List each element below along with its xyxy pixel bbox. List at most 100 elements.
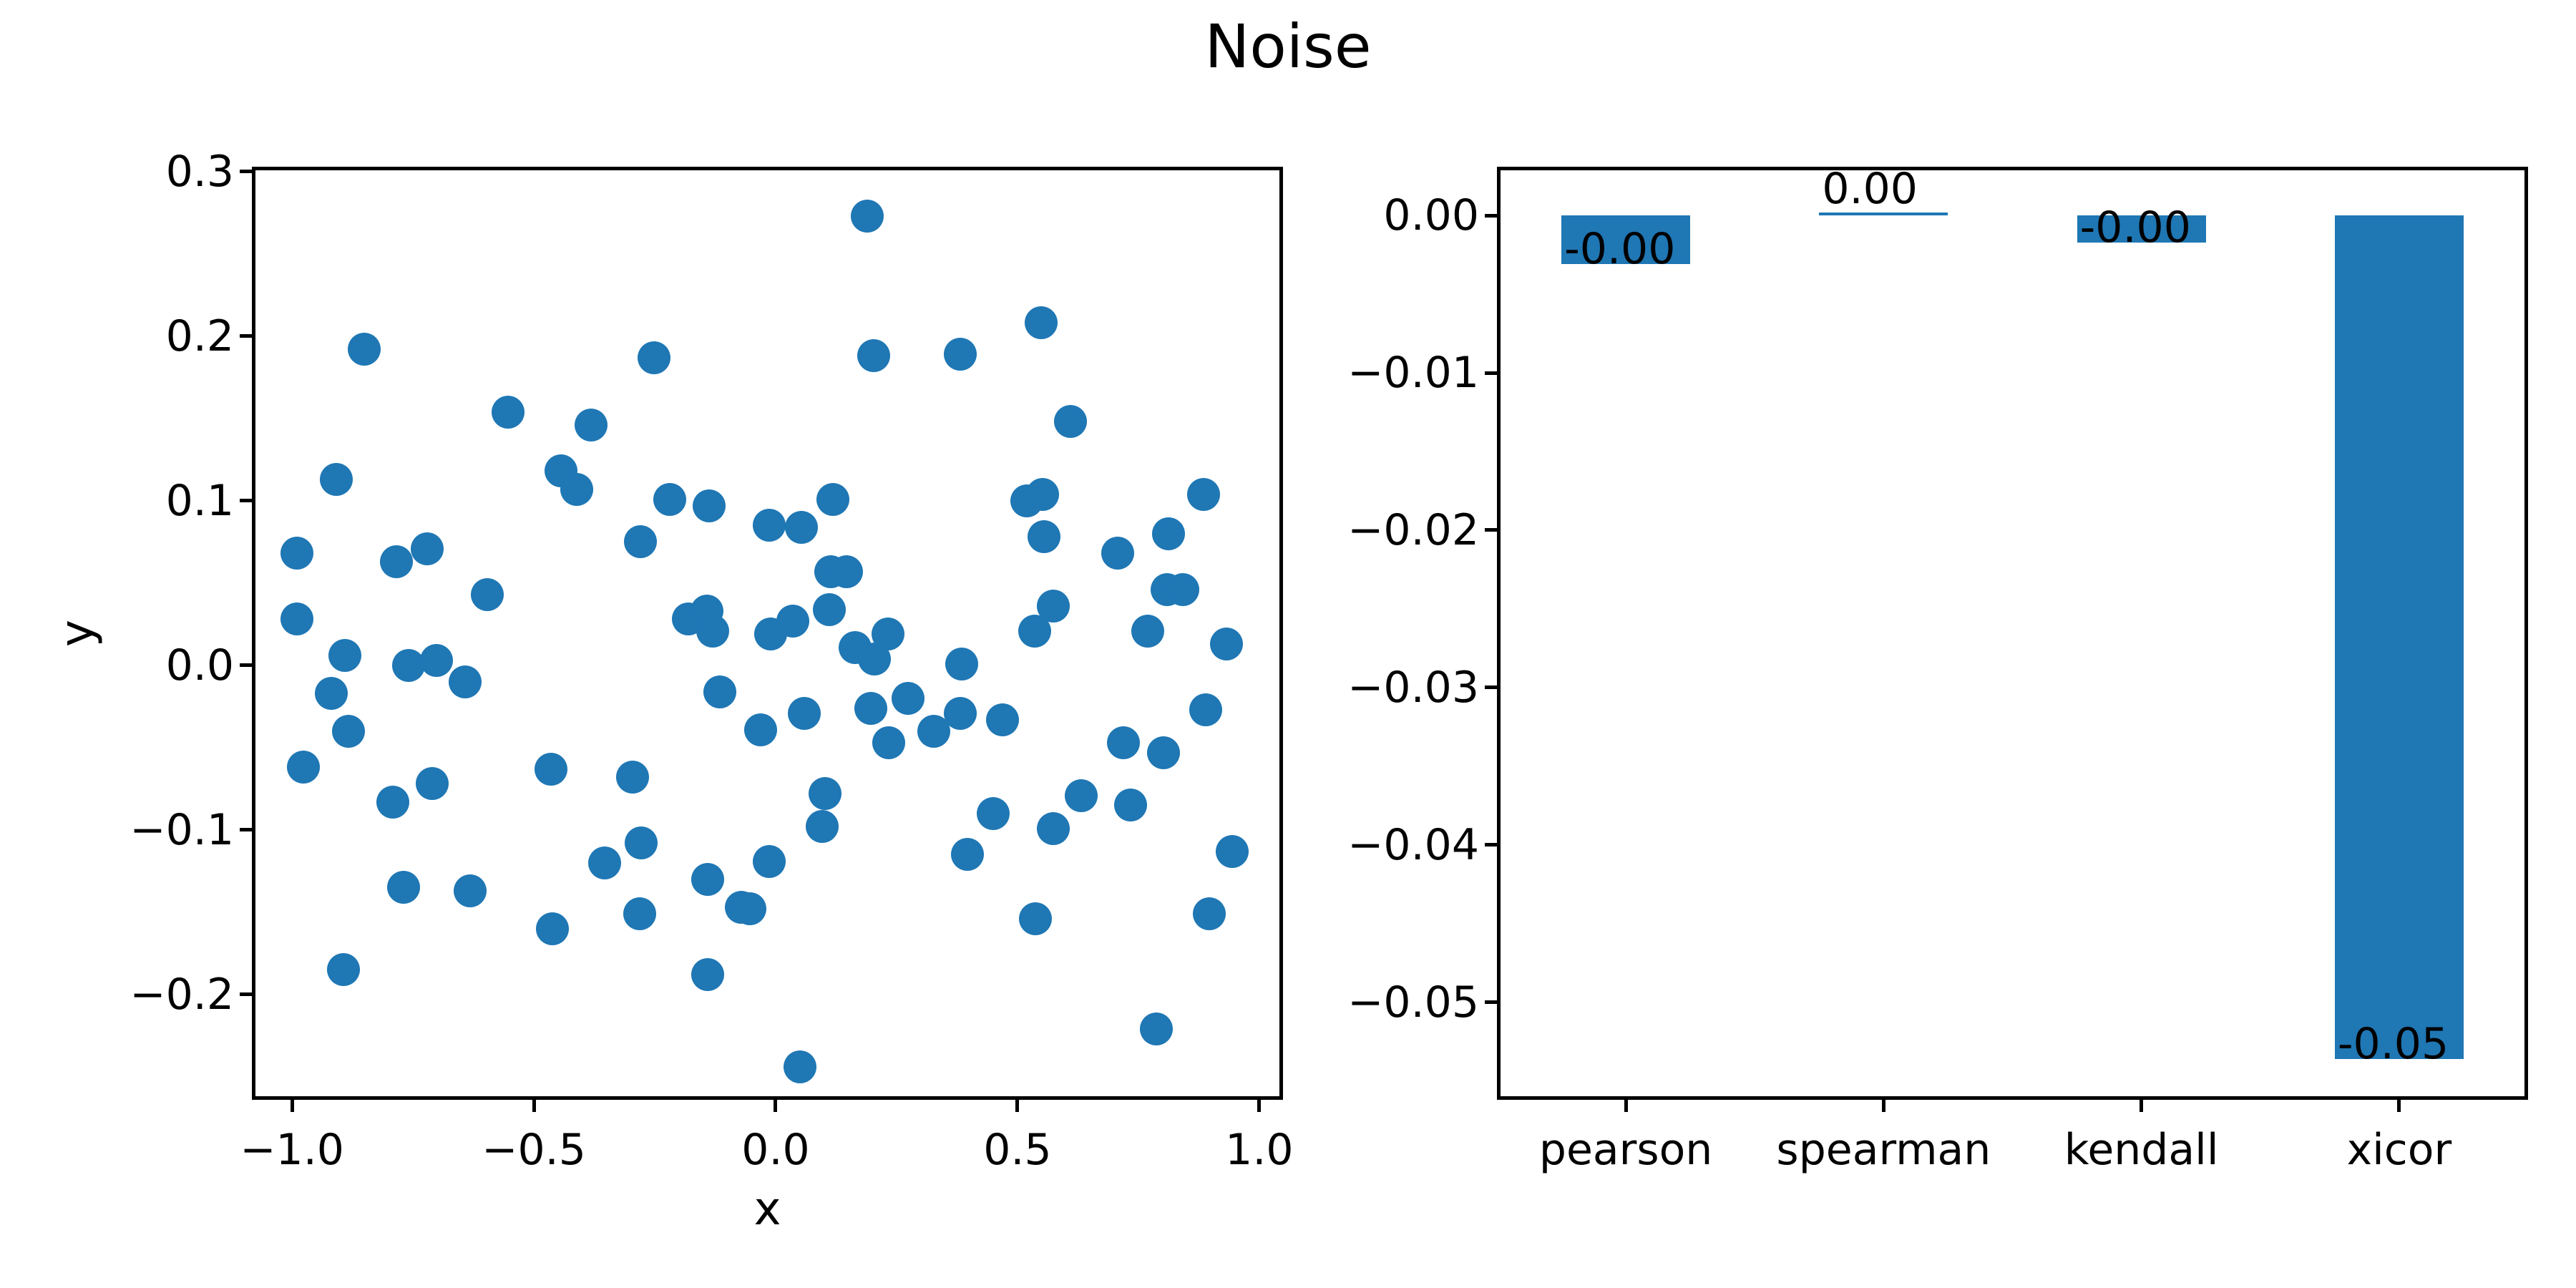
scatter-point <box>1010 484 1043 517</box>
scatter-point <box>314 676 348 710</box>
x-tick-label: 1.0 <box>1225 1125 1294 1175</box>
x-tick-mark <box>774 1100 778 1112</box>
y-tick-label: −0.01 <box>1347 348 1479 399</box>
scatter-point <box>787 696 821 730</box>
x-tick-mark <box>1881 1100 1885 1112</box>
scatter-point <box>535 912 569 945</box>
scatter-point <box>813 592 846 626</box>
scatter-point <box>623 525 657 559</box>
scatter-point <box>348 333 381 366</box>
y-tick-label: 0.2 <box>165 311 234 361</box>
scatter-point <box>857 339 891 373</box>
y-tick-label: −0.04 <box>1347 819 1479 870</box>
scatter-point <box>733 892 767 926</box>
scatter-point <box>332 714 366 748</box>
scatter-point <box>1018 902 1052 936</box>
bar-kendall <box>2077 215 2206 243</box>
scatter-point <box>691 958 724 992</box>
scatter-point <box>1166 573 1200 607</box>
scatter-point <box>892 681 925 715</box>
scatter-point <box>1025 306 1058 340</box>
scatter-point <box>380 545 414 578</box>
scatter-point <box>691 862 724 896</box>
y-tick-mark <box>240 992 252 997</box>
scatter-point <box>1192 897 1226 931</box>
category-label-xicor: xicor <box>2346 1125 2452 1175</box>
scatter-point <box>692 489 726 522</box>
scatter-point <box>1139 1013 1173 1046</box>
bar-value-label: -0.05 <box>2337 1018 2449 1069</box>
x-tick-label: −1.0 <box>240 1125 344 1175</box>
bar-value-label: 0.00 <box>1822 163 1918 214</box>
scatter-point <box>386 871 420 904</box>
scatter-point <box>1209 627 1243 660</box>
scatter-point <box>1028 520 1061 554</box>
bar-value-label: -0.00 <box>1564 224 1676 275</box>
y-tick-mark <box>1485 528 1497 532</box>
y-tick-mark <box>1485 213 1497 218</box>
x-tick-mark <box>2397 1100 2401 1112</box>
scatter-point <box>754 618 788 651</box>
scatter-point <box>1187 477 1221 511</box>
scatter-point <box>703 675 737 708</box>
scatter-point <box>950 838 984 872</box>
scatter-point <box>829 555 863 588</box>
scatter-point <box>753 509 786 542</box>
y-tick-mark <box>240 334 252 338</box>
y-tick-label: −0.05 <box>1347 977 1479 1028</box>
scatter-point <box>1106 726 1140 759</box>
x-tick-mark <box>1624 1100 1628 1112</box>
y-tick-mark <box>240 663 252 668</box>
scatter-point <box>854 691 888 725</box>
scatter-point <box>625 826 658 860</box>
scatter-point <box>575 409 608 442</box>
y-tick-mark <box>240 499 252 503</box>
scatter-point <box>419 643 453 677</box>
scatter-point <box>653 482 686 516</box>
scatter-point <box>560 472 594 506</box>
scatter-point <box>280 602 313 636</box>
scatter-point <box>411 532 444 565</box>
scatter-xaxis-label: x <box>753 1183 781 1236</box>
scatter-point <box>1101 537 1134 570</box>
scatter-point <box>1065 779 1098 812</box>
y-tick-label: −0.1 <box>130 804 234 855</box>
x-tick-label: 0.5 <box>983 1125 1052 1175</box>
scatter-point <box>784 510 818 544</box>
scatter-point <box>416 767 449 801</box>
scatter-point <box>805 810 839 844</box>
scatter-point <box>1114 789 1148 822</box>
bar-value-label: -0.00 <box>2079 202 2191 253</box>
scatter-yaxis-label: y <box>51 620 104 647</box>
y-tick-label: 0.0 <box>165 640 234 691</box>
scatter-point <box>615 761 649 794</box>
scatter-point <box>1151 517 1185 550</box>
y-tick-mark <box>1485 686 1497 690</box>
scatter-point <box>376 785 410 819</box>
scatter-point <box>449 665 482 698</box>
scatter-point <box>391 648 425 682</box>
scatter-point <box>1216 834 1249 868</box>
scatter-point <box>744 713 778 746</box>
scatter-point <box>1189 693 1222 726</box>
x-tick-label: −0.5 <box>482 1125 586 1175</box>
scatter-point <box>943 338 977 371</box>
scatter-point <box>985 703 1019 736</box>
scatter-point <box>638 341 671 374</box>
scatter-point <box>453 874 487 907</box>
scatter-point <box>1147 736 1181 769</box>
scatter-point <box>696 614 730 648</box>
scatter-point <box>320 462 353 496</box>
y-tick-mark <box>240 828 252 832</box>
y-tick-label: −0.2 <box>130 969 234 1020</box>
x-tick-mark <box>2140 1100 2144 1112</box>
scatter-point <box>287 751 321 784</box>
scatter-point <box>872 726 906 759</box>
scatter-point <box>753 844 786 878</box>
x-tick-label: 0.0 <box>741 1125 810 1175</box>
scatter-point <box>851 199 884 233</box>
bar-pearson <box>1561 215 1691 265</box>
y-tick-mark <box>1485 843 1497 847</box>
category-label-pearson: pearson <box>1538 1125 1713 1175</box>
